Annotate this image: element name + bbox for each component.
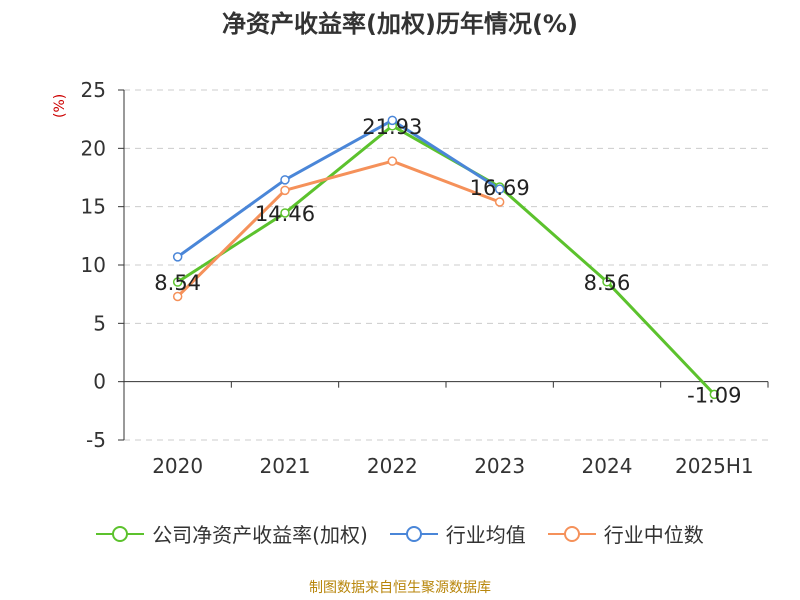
- data-label: 14.46: [255, 202, 315, 226]
- legend-item-industry-mean[interactable]: 行业均值: [389, 519, 526, 548]
- series-line: [176, 159, 501, 298]
- data-point: [494, 184, 505, 194]
- x-tick-label: 2021: [260, 454, 311, 478]
- data-label: -1.09: [687, 383, 741, 407]
- source-footer: 制图数据来自恒生聚源数据库: [309, 580, 491, 596]
- x-tick-label: 2025H1: [675, 454, 754, 478]
- data-point: [387, 115, 398, 126]
- data-point: [494, 197, 505, 207]
- data-label: 8.56: [584, 271, 631, 295]
- data-point: [172, 291, 183, 302]
- y-tick-label: 25: [81, 78, 106, 102]
- data-point: [172, 277, 183, 287]
- x-tick-label: 2020: [152, 454, 203, 478]
- legend-marker-industry-mean: [389, 525, 438, 542]
- legend-label-company: 公司净资产收益率(加权): [152, 523, 368, 547]
- y-tick-label: 5: [93, 311, 106, 335]
- y-tick-label: -5: [86, 428, 106, 452]
- legend-label-industry-mean: 行业均值: [445, 523, 526, 547]
- data-point: [172, 252, 183, 262]
- legend-item-company[interactable]: 公司净资产收益率(加权): [96, 519, 368, 548]
- legend-marker-industry-median: [547, 525, 596, 542]
- legend-marker-company: [96, 525, 145, 542]
- data-point: [387, 156, 398, 166]
- series-line: [176, 124, 716, 396]
- data-point: [280, 208, 290, 218]
- data-point: [280, 185, 290, 196]
- x-tick-label: 2023: [474, 454, 525, 478]
- data-label: 8.54: [154, 271, 201, 295]
- chart-title: 净资产收益率(加权)历年情况(%): [222, 10, 578, 38]
- series-line: [176, 118, 501, 259]
- data-label: 16.69: [470, 176, 530, 200]
- y-tick-label: 0: [93, 370, 106, 394]
- y-tick-label: 20: [81, 136, 106, 160]
- data-label: 21.93: [362, 115, 422, 139]
- x-tick-label: 2024: [582, 454, 633, 478]
- legend-label-industry-median: 行业中位数: [603, 523, 704, 547]
- x-tick-label: 2022: [367, 454, 418, 478]
- data-point: [602, 277, 612, 287]
- data-point: [280, 175, 290, 185]
- data-point: [709, 389, 720, 400]
- y-tick-label: 15: [81, 195, 106, 219]
- legend: 公司净资产收益率(加权) 行业均值 行业中位数: [0, 519, 800, 548]
- legend-item-industry-median[interactable]: 行业中位数: [547, 519, 704, 548]
- y-tick-label: 10: [81, 253, 106, 277]
